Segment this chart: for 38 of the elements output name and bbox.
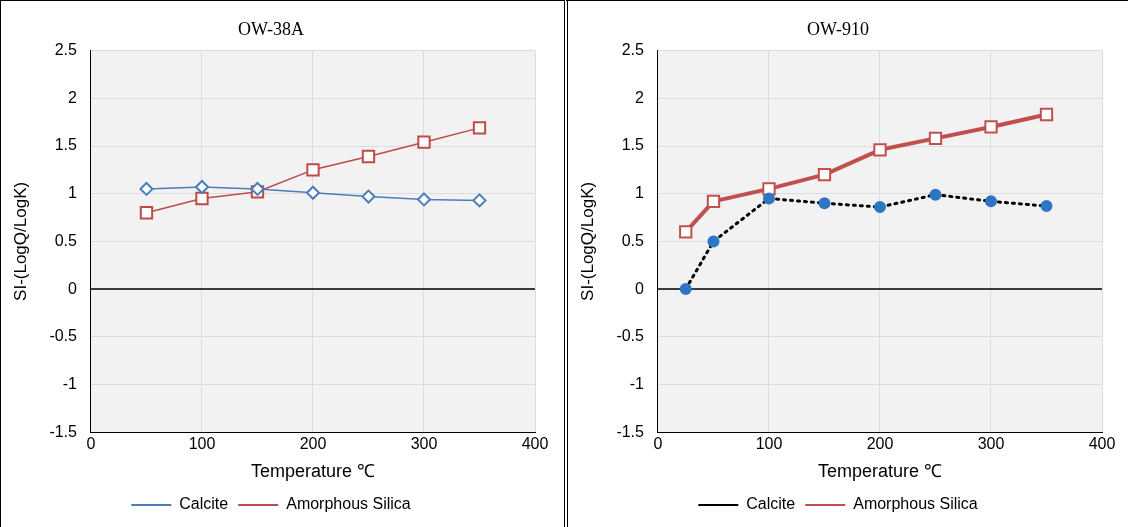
y-tick-label: 1 xyxy=(68,184,78,202)
x-axis-title: Temperature ℃ xyxy=(817,461,943,482)
x-tick-label: 200 xyxy=(299,435,327,453)
y-axis-title: SI-(LogQ/LogK) xyxy=(577,181,597,301)
legend-label: Calcite xyxy=(746,495,796,513)
chart-title: OW-910 xyxy=(807,18,869,39)
y-tick-label: 2.5 xyxy=(621,41,645,59)
x-tick-label: 0 xyxy=(86,435,96,453)
x-tick-label: 300 xyxy=(410,435,438,453)
x-tick-label: 0 xyxy=(653,435,663,453)
y-tick-label: 0.5 xyxy=(54,231,78,249)
x-axis-title: Temperature ℃ xyxy=(250,461,376,482)
y-tick-label: 2 xyxy=(635,88,645,106)
y-tick-label: 1.5 xyxy=(621,136,645,154)
legend-label: Calcite xyxy=(179,495,229,513)
y-tick-label: -0.5 xyxy=(616,327,645,345)
legend-label: Amorphous Silica xyxy=(853,495,978,513)
y-axis-title: SI-(LogQ/LogK) xyxy=(10,181,30,301)
y-tick-label: 1 xyxy=(635,184,645,202)
y-tick-label: -0.5 xyxy=(49,327,78,345)
x-tick-label: 200 xyxy=(866,435,894,453)
y-tick-label: -1 xyxy=(62,374,78,392)
x-tick-label: 400 xyxy=(1088,435,1116,453)
y-tick-label: -1.5 xyxy=(616,422,645,440)
y-tick-label: -1.5 xyxy=(49,422,78,440)
y-tick-label: 0.5 xyxy=(621,231,645,249)
x-tick-label: 300 xyxy=(977,435,1005,453)
legend-label: Amorphous Silica xyxy=(286,495,411,513)
x-tick-label: 100 xyxy=(188,435,216,453)
y-tick-label: 0 xyxy=(68,279,78,297)
y-tick-label: 2 xyxy=(68,88,78,106)
x-tick-label: 400 xyxy=(521,435,549,453)
y-tick-label: 1.5 xyxy=(54,136,78,154)
chart-title: OW-38A xyxy=(238,18,304,39)
y-tick-label: 0 xyxy=(635,279,645,297)
y-tick-label: 2.5 xyxy=(54,41,78,59)
x-tick-label: 100 xyxy=(755,435,783,453)
y-tick-label: -1 xyxy=(629,374,645,392)
